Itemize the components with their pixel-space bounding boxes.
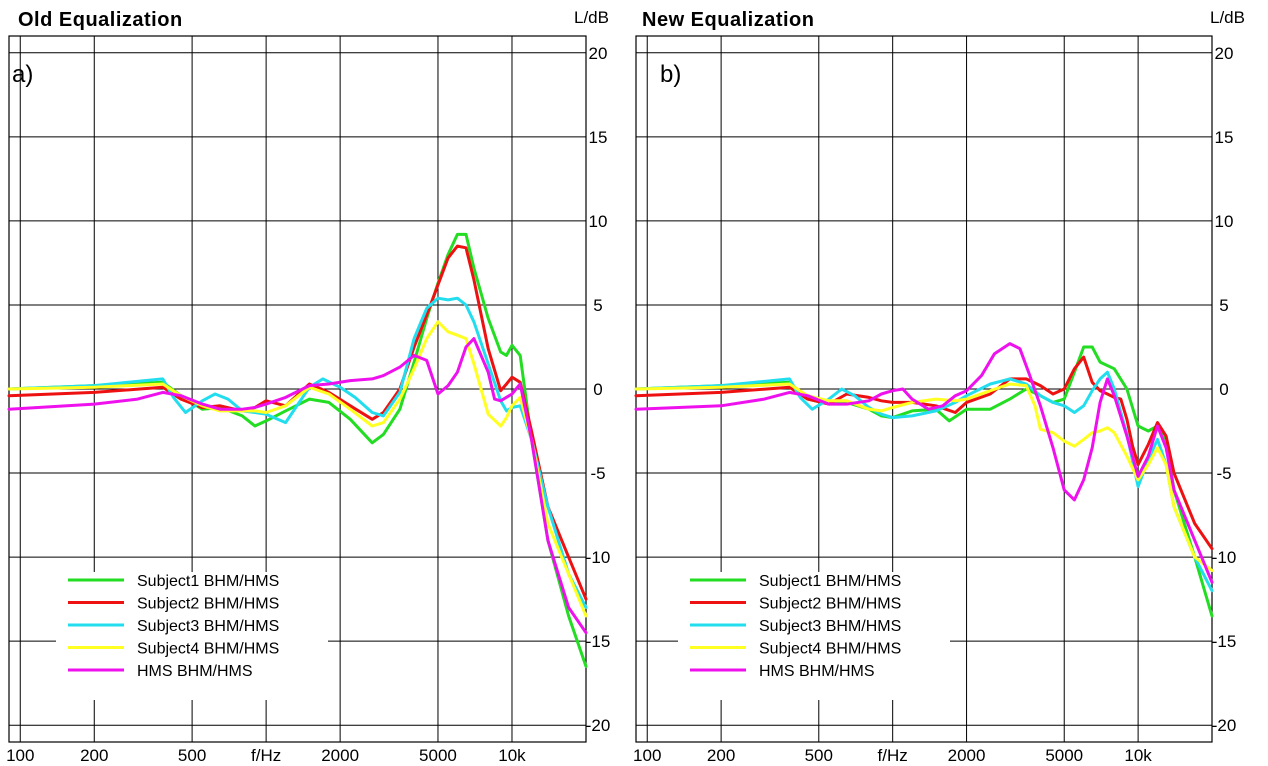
x-tick-label: 200 bbox=[80, 746, 108, 765]
x-tick-label: 10k bbox=[498, 746, 526, 765]
x-tick-label: 5000 bbox=[1045, 746, 1083, 765]
y-tick-label: 20 bbox=[589, 44, 608, 63]
y-tick-label: -15 bbox=[1212, 632, 1237, 651]
y-tick-label: 5 bbox=[593, 296, 602, 315]
legend: Subject1 BHM/HMS Subject2 BHM/HMS Subject3… bbox=[56, 572, 328, 700]
series-line bbox=[634, 382, 1214, 572]
y-tick-label: -20 bbox=[586, 716, 611, 735]
x-tick-label: f/Hz bbox=[251, 746, 281, 765]
x-tick-label: 10k bbox=[1124, 746, 1152, 765]
x-tick-label: 2000 bbox=[948, 746, 986, 765]
y-tick-label: -5 bbox=[590, 464, 605, 483]
series-line bbox=[7, 320, 588, 618]
x-tick-label: 2000 bbox=[321, 746, 359, 765]
panel-label: b) bbox=[660, 61, 681, 88]
x-tick-label: 5000 bbox=[419, 746, 457, 765]
legend-box bbox=[56, 572, 328, 700]
legend-label: Subject4 BHM/HMS bbox=[137, 641, 279, 658]
x-tick-label: 100 bbox=[6, 746, 34, 765]
x-tick-label: 500 bbox=[805, 746, 833, 765]
series-line bbox=[634, 370, 1214, 593]
legend-label: HMS BHM/HMS bbox=[137, 663, 253, 680]
legend-label: Subject3 BHM/HMS bbox=[137, 618, 279, 635]
chart-title-left: Old Equalization bbox=[18, 9, 183, 31]
series-line bbox=[7, 244, 588, 601]
legend-label: Subject1 BHM/HMS bbox=[137, 573, 279, 590]
legend-label: HMS BHM/HMS bbox=[759, 663, 875, 680]
x-tick-label: 200 bbox=[707, 746, 735, 765]
legend-label: Subject1 BHM/HMS bbox=[759, 573, 901, 590]
y-tick-label: -5 bbox=[1216, 464, 1231, 483]
y-tick-label: 0 bbox=[593, 380, 602, 399]
y-tick-label: 0 bbox=[1219, 380, 1228, 399]
y-tick-label: 20 bbox=[1215, 44, 1234, 63]
plot-left: 20 15 10 5 0 -5 -10 -15 -20 100 200 500 f/Hz 2000 5000… bbox=[6, 35, 611, 765]
y-tick-label: -15 bbox=[586, 632, 611, 651]
y-tick-label: 10 bbox=[1215, 212, 1234, 231]
y-tick-label: -10 bbox=[586, 548, 611, 567]
legend-label: Subject2 BHM/HMS bbox=[137, 596, 279, 613]
legend-label: Subject4 BHM/HMS bbox=[759, 641, 901, 658]
x-tick-label: 100 bbox=[633, 746, 661, 765]
legend-label: Subject2 BHM/HMS bbox=[759, 596, 901, 613]
x-tick-label: 500 bbox=[178, 746, 206, 765]
series-line bbox=[7, 296, 588, 609]
legend: Subject1 BHM/HMS Subject2 BHM/HMS Subject3… bbox=[678, 572, 950, 700]
legend-box bbox=[678, 572, 950, 700]
y-tick-label: 5 bbox=[1219, 296, 1228, 315]
y-tick-label: 15 bbox=[589, 128, 608, 147]
chart-title-right: New Equalization bbox=[642, 9, 815, 31]
y-tick-label: 15 bbox=[1215, 128, 1234, 147]
y-unit-label-right: L/dB bbox=[1210, 8, 1245, 27]
y-tick-label: 10 bbox=[589, 212, 608, 231]
panel-label: a) bbox=[12, 61, 33, 88]
y-unit-label-left: L/dB bbox=[574, 8, 609, 27]
series-line bbox=[634, 342, 1214, 584]
legend-label: Subject3 BHM/HMS bbox=[759, 618, 901, 635]
y-tick-label: -10 bbox=[1212, 548, 1237, 567]
y-tick-label: -20 bbox=[1212, 716, 1237, 735]
x-tick-label: f/Hz bbox=[878, 746, 908, 765]
plot-right: 20 15 10 5 0 -5 -10 -15 -20 100 200 500 f/Hz 2000 5000… bbox=[633, 35, 1237, 765]
series-line bbox=[7, 337, 588, 635]
series-line bbox=[634, 355, 1214, 551]
